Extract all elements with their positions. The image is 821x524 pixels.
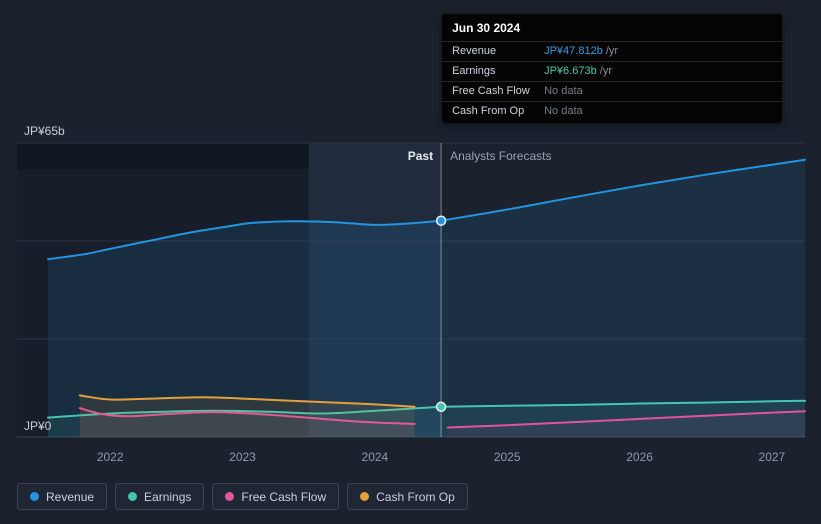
tooltip-label: Revenue bbox=[452, 45, 497, 57]
past-region bbox=[17, 143, 442, 437]
tooltip-date: Jun 30 2024 bbox=[452, 21, 521, 35]
tooltip-value: No data bbox=[544, 105, 583, 117]
free-cash-flow-line-past bbox=[78, 407, 416, 425]
tooltip-value: JP¥6.673b /yr bbox=[544, 65, 612, 77]
legend-earnings[interactable]: Earnings bbox=[115, 483, 205, 510]
chart-legend: Revenue Earnings Free Cash Flow Cash Fro… bbox=[17, 483, 468, 510]
cash-from-op-line-past bbox=[78, 394, 416, 408]
x-axis-label-2027: 2027 bbox=[758, 450, 786, 464]
earnings-dot-icon bbox=[128, 492, 138, 501]
x-axis-label-2023: 2023 bbox=[229, 450, 256, 464]
past-header-strip bbox=[17, 143, 309, 169]
legend-cash-from-op[interactable]: Cash From Op bbox=[347, 483, 468, 510]
tooltip-label: Cash From Op bbox=[452, 105, 525, 117]
legend-label: Revenue bbox=[46, 489, 95, 504]
tooltip-row-free-cash-flow: Free Cash Flow No data bbox=[442, 81, 783, 101]
free-cash-flow-area-forecast bbox=[447, 411, 805, 437]
tooltip-value: No data bbox=[544, 85, 583, 97]
legend-label: Earnings bbox=[144, 489, 192, 504]
tooltip-row-earnings: Earnings JP¥6.673b /yr bbox=[442, 61, 783, 81]
revenue-area-past bbox=[48, 220, 442, 437]
legend-label: Free Cash Flow bbox=[241, 489, 327, 504]
y-axis-max-label: JP¥65b bbox=[24, 124, 65, 138]
past-label: Past bbox=[407, 149, 434, 163]
legend-label: Cash From Op bbox=[376, 489, 455, 504]
tooltip-label: Earnings bbox=[452, 65, 496, 77]
x-axis-label-2022: 2022 bbox=[96, 450, 124, 464]
revenue-line-past bbox=[47, 219, 443, 261]
revenue-dot-icon bbox=[30, 492, 39, 501]
earnings-marker[interactable] bbox=[435, 401, 447, 413]
x-axis-label-2025: 2025 bbox=[493, 450, 521, 464]
earnings-line-forecast bbox=[440, 399, 806, 408]
free-cash-flow-dot-icon bbox=[225, 492, 235, 501]
revenue-marker[interactable] bbox=[435, 215, 447, 226]
hover-band bbox=[308, 143, 442, 437]
tooltip-value: JP¥47.812b /yr bbox=[544, 45, 619, 57]
forecast-label: Analysts Forecasts bbox=[450, 149, 552, 163]
cash-from-op-area-past bbox=[79, 395, 415, 437]
tooltip-label: Free Cash Flow bbox=[452, 85, 530, 97]
y-axis-min-label: JP¥0 bbox=[24, 419, 52, 433]
x-axis-label-2026: 2026 bbox=[626, 450, 653, 464]
earnings-line-past bbox=[47, 405, 443, 419]
earnings-area-past bbox=[48, 406, 442, 437]
chart-tooltip: Jun 30 2024 Revenue JP¥47.812b /yr Earni… bbox=[442, 14, 783, 123]
free-cash-flow-area-past bbox=[79, 408, 415, 437]
tooltip-row-cash-from-op: Cash From Op No data bbox=[442, 101, 783, 121]
x-axis: 2022 2023 2024 2025 2026 2027 bbox=[0, 450, 821, 466]
legend-revenue[interactable]: Revenue bbox=[17, 483, 108, 510]
free-cash-flow-line-forecast bbox=[446, 410, 806, 429]
x-axis-label-2024: 2024 bbox=[361, 450, 389, 464]
revenue-area-forecast bbox=[441, 159, 805, 437]
cash-from-op-dot-icon bbox=[360, 492, 370, 501]
tooltip-row-revenue: Revenue JP¥47.812b /yr bbox=[442, 41, 783, 61]
revenue-line-forecast bbox=[440, 158, 806, 222]
legend-free-cash-flow[interactable]: Free Cash Flow bbox=[212, 483, 340, 510]
